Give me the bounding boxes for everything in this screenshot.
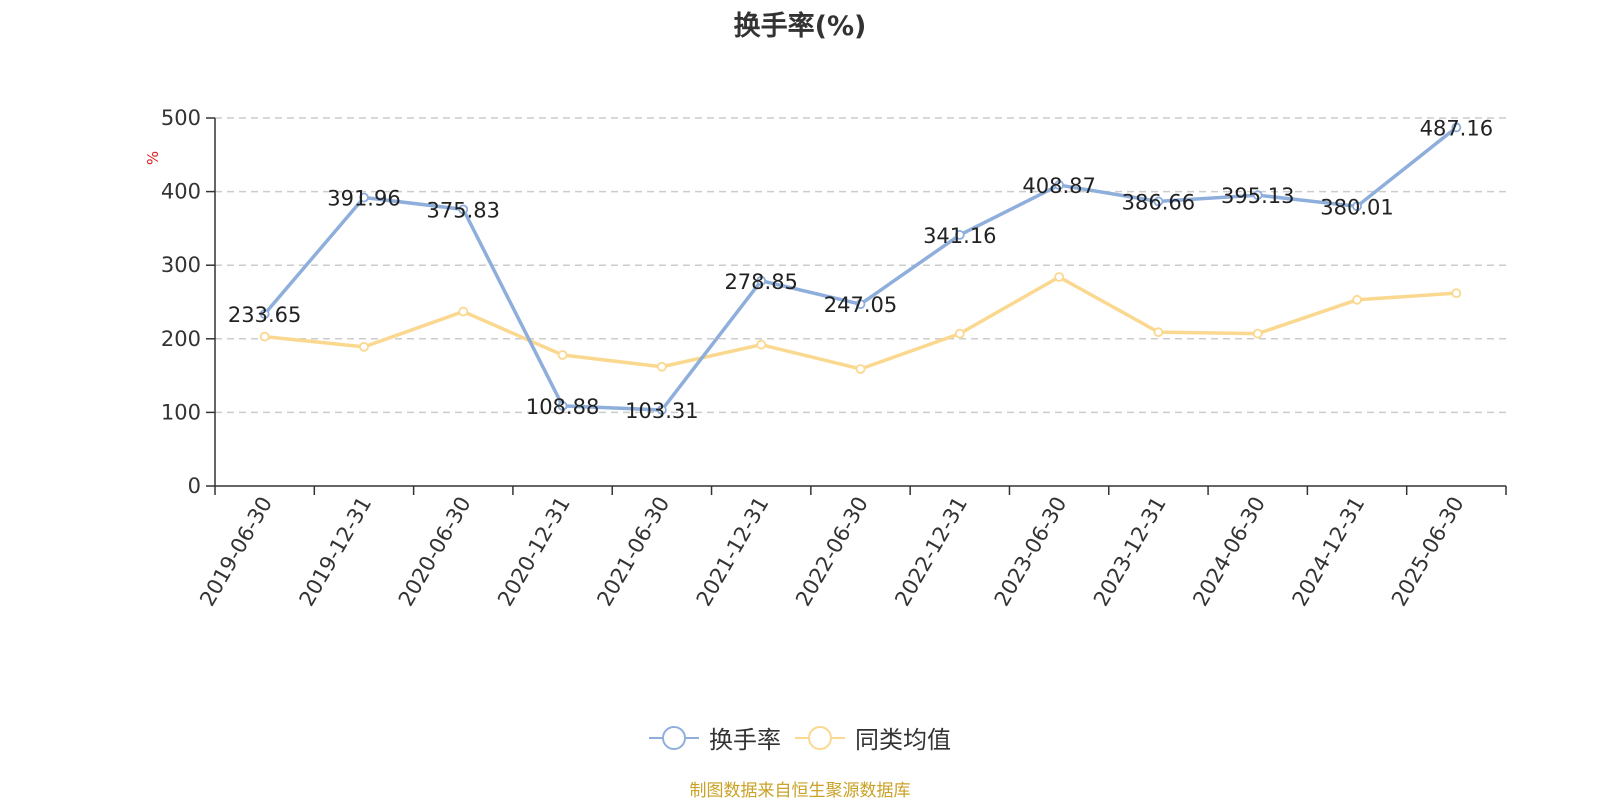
x-tick-label: 2019-12-31 — [294, 493, 376, 611]
x-tick-label: 2020-06-30 — [394, 493, 476, 611]
data-point — [954, 230, 965, 240]
x-tick-label: 2021-06-30 — [592, 493, 674, 611]
y-tick-label: 100 — [161, 400, 201, 424]
data-point — [557, 400, 568, 411]
data-label: 108.88 — [526, 395, 599, 419]
source-note: 制图数据来自恒生聚源数据库 — [689, 781, 911, 801]
data-point — [259, 331, 270, 342]
data-label: 375.83 — [427, 198, 500, 222]
data-label: 386.66 — [1122, 190, 1195, 214]
x-tick-label: 2021-12-31 — [692, 493, 774, 611]
data-point — [1153, 327, 1164, 338]
data-point — [855, 299, 866, 310]
x-tick-label: 2019-06-30 — [195, 493, 277, 611]
legend-label: 同类均值 — [855, 726, 951, 754]
data-point — [1252, 190, 1263, 201]
data-point — [656, 361, 667, 372]
y-tick-label: 200 — [161, 327, 201, 351]
legend-item-peer-average[interactable]: 同类均值 — [795, 720, 951, 755]
x-tick-label: 2023-06-30 — [990, 493, 1072, 611]
data-label: 395.13 — [1221, 184, 1294, 208]
x-tick-label: 2022-06-30 — [791, 493, 873, 611]
data-point — [1451, 122, 1462, 133]
data-label: 233.65 — [228, 303, 301, 327]
data-point — [656, 405, 667, 415]
data-label: 487.16 — [1420, 116, 1493, 140]
data-label: 247.05 — [824, 293, 897, 317]
data-point — [756, 275, 767, 286]
data-label: 103.31 — [625, 399, 698, 423]
data-point — [359, 341, 369, 352]
legend: 换手率 同类均值 — [0, 720, 1600, 755]
series-line — [264, 275, 1457, 371]
y-tick-label: 0 — [188, 474, 201, 498]
data-point — [458, 204, 469, 215]
data-point — [1054, 180, 1065, 190]
chart-title: 换手率(%) — [733, 11, 867, 42]
y-tick-label: 500 — [161, 106, 201, 130]
data-label: 341.16 — [923, 224, 996, 248]
data-point — [458, 306, 469, 317]
x-tick-label: 2025-06-30 — [1387, 493, 1469, 611]
data-label: 278.85 — [724, 270, 797, 294]
legend-swatch-icon — [795, 725, 845, 751]
data-point — [1054, 272, 1065, 282]
legend-item-turnover[interactable]: 换手率 — [649, 720, 781, 755]
data-point — [557, 350, 568, 360]
legend-swatch-icon — [649, 725, 699, 751]
data-point — [259, 309, 270, 319]
data-point — [1153, 196, 1164, 207]
data-point — [1352, 201, 1362, 212]
data-point — [756, 339, 767, 350]
data-point — [1451, 288, 1462, 299]
y-tick-label: 300 — [161, 253, 201, 277]
x-tick-label: 2024-12-31 — [1288, 493, 1370, 611]
data-point — [1352, 294, 1362, 305]
series — [259, 122, 1462, 415]
x-tick-label: 2024-06-30 — [1188, 493, 1270, 611]
data-point — [359, 192, 369, 203]
data-point — [855, 364, 866, 374]
y-tick-label: 400 — [161, 180, 201, 204]
data-point — [1252, 328, 1263, 339]
data-labels: 233.65 391.96 375.83 108.88 103.31 278.85 247.… — [228, 116, 1493, 423]
data-label: 380.01 — [1320, 195, 1393, 219]
data-label: 391.96 — [327, 187, 400, 211]
legend-label: 换手率 — [709, 726, 781, 754]
x-tick-label: 2020-12-31 — [493, 493, 575, 611]
data-label: 408.87 — [1022, 174, 1095, 198]
x-tick-label: 2022-12-31 — [890, 493, 972, 611]
data-point — [954, 328, 965, 339]
y-axis-label: % — [144, 151, 162, 165]
x-tick-label: 2023-12-31 — [1089, 493, 1171, 611]
